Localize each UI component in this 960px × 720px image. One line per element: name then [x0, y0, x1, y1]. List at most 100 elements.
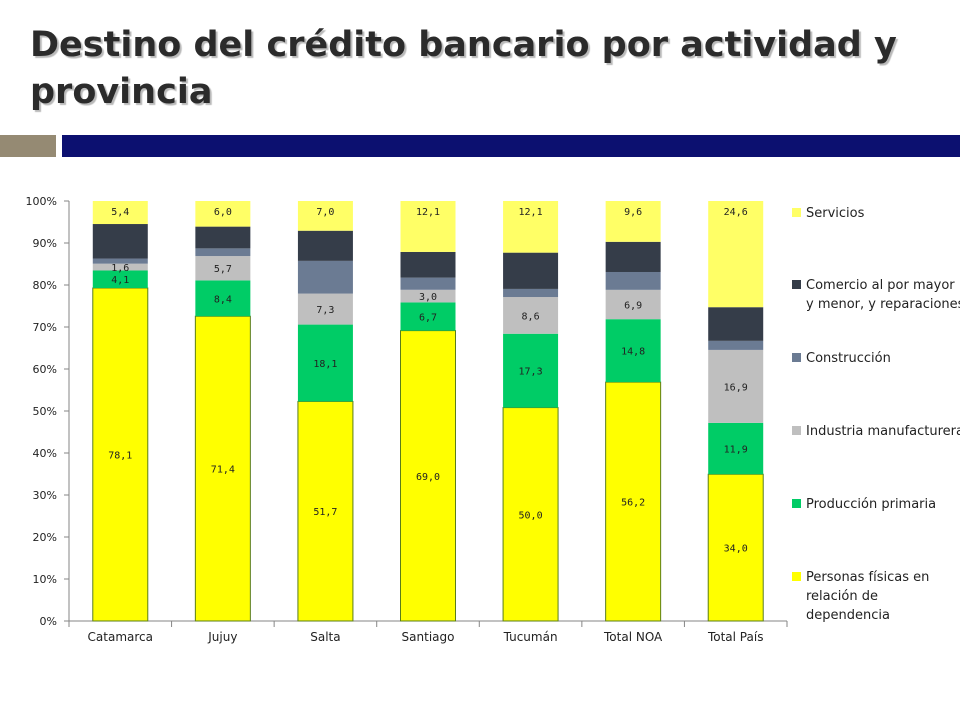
- data-label: 78,1: [108, 450, 132, 461]
- bar-segment: [503, 252, 559, 289]
- bar-segment: [400, 302, 456, 331]
- data-label: 6,7: [419, 313, 437, 324]
- bar-segment: [400, 251, 456, 278]
- data-label: 8,4: [214, 294, 232, 305]
- data-label: 69,0: [416, 472, 440, 483]
- x-tick-label: Total NOA: [603, 630, 663, 644]
- y-tick-label: 10%: [33, 573, 57, 586]
- bar-segment: [297, 324, 353, 402]
- bar-segment: [502, 407, 559, 622]
- data-label: 3,0: [419, 292, 437, 303]
- legend-swatch: [792, 426, 801, 435]
- bar-segment: [708, 201, 764, 308]
- data-label: 14,8: [621, 347, 645, 358]
- legend-label: Comercio al por mayor y menor, y reparac…: [806, 278, 960, 312]
- x-tick-label: Catamarca: [88, 630, 153, 644]
- bar-segment: [297, 293, 353, 325]
- y-tick-label: 30%: [33, 489, 57, 502]
- data-label: 5,4: [111, 207, 129, 218]
- bar-segment: [503, 297, 559, 334]
- bar-segment: [708, 422, 764, 475]
- x-tick-label: Santiago: [402, 630, 455, 644]
- bar-segment: [297, 230, 353, 261]
- data-label: 4,1: [111, 275, 129, 286]
- data-label: 7,0: [316, 207, 334, 218]
- data-label: 11,9: [724, 445, 748, 456]
- bar-segment: [92, 287, 149, 622]
- data-label: 51,7: [313, 507, 337, 518]
- legend-label: Producción primaria: [806, 497, 937, 512]
- legend-label: Servicios: [806, 206, 865, 221]
- legend-swatch: [792, 353, 801, 362]
- y-tick-label: 0%: [40, 615, 57, 628]
- legend-label: Personas físicas en relación de dependen…: [806, 570, 930, 623]
- bar-segment: [503, 288, 559, 298]
- y-tick-label: 70%: [33, 321, 57, 334]
- bar-segment: [195, 248, 251, 257]
- legend-swatch: [792, 280, 801, 289]
- bar-segment: [92, 270, 148, 288]
- bar-segment: [195, 201, 251, 227]
- bar-segment: [605, 319, 661, 383]
- title-accent-bar-right: [62, 135, 960, 157]
- data-label: 6,9: [624, 301, 642, 312]
- bar-segment: [605, 271, 661, 290]
- bar-segment: [708, 307, 764, 341]
- data-label: 1,6: [111, 263, 129, 274]
- bar-segment: [92, 258, 148, 264]
- data-label: 8,6: [522, 311, 540, 322]
- data-label: 71,4: [211, 465, 235, 476]
- legend-label: Construcción: [806, 351, 891, 366]
- bar-segment: [297, 260, 353, 294]
- y-tick-label: 20%: [33, 531, 57, 544]
- bar-segment: [297, 201, 353, 231]
- page-title: Destino del crédito bancario por activid…: [30, 25, 897, 112]
- bar-segment: [400, 277, 456, 290]
- bar-segment: [708, 349, 764, 423]
- bar-segment: [605, 289, 661, 320]
- bar-segment: [195, 280, 251, 317]
- data-label: 56,2: [621, 498, 645, 509]
- bar-segment: [503, 201, 559, 253]
- legend-label: Industria manufacturera: [806, 424, 960, 439]
- bar-segment: [708, 340, 764, 350]
- y-tick-label: 40%: [33, 447, 57, 460]
- legend-swatch: [792, 572, 801, 581]
- title-accent-bar-left: [0, 135, 56, 157]
- bar-segment: [92, 263, 148, 271]
- data-label: 18,1: [313, 359, 337, 370]
- data-label: 7,3: [316, 305, 334, 316]
- y-tick-label: 50%: [33, 405, 57, 418]
- bar-segment: [400, 201, 456, 252]
- bar-segment: [605, 241, 661, 272]
- data-label: 16,9: [724, 382, 748, 393]
- x-tick-label: Total País: [707, 630, 763, 644]
- y-tick-label: 60%: [33, 363, 57, 376]
- data-label: 12,1: [519, 207, 543, 218]
- bar-segment: [605, 381, 662, 622]
- data-label: 34,0: [724, 544, 748, 555]
- data-label: 9,6: [624, 207, 642, 218]
- bar-segment: [400, 289, 456, 303]
- bar-segment: [707, 473, 764, 622]
- bar-segment: [400, 330, 456, 622]
- bar-segment: [195, 226, 251, 249]
- bar-segment: [92, 201, 148, 225]
- bar-segment: [503, 333, 559, 408]
- y-tick-label: 80%: [33, 279, 57, 292]
- y-tick-label: 100%: [26, 195, 57, 208]
- data-label: 6,0: [214, 207, 232, 218]
- bar-segment: [605, 201, 661, 242]
- bar-segment: [195, 256, 251, 281]
- legend-swatch: [792, 499, 801, 508]
- data-label: 5,7: [214, 264, 232, 275]
- data-label: 12,1: [416, 207, 440, 218]
- x-tick-label: Tucumán: [503, 630, 558, 644]
- data-label: 17,3: [519, 367, 543, 378]
- x-tick-label: Salta: [310, 630, 340, 644]
- legend-swatch: [792, 208, 801, 217]
- bar-segment: [92, 224, 148, 259]
- y-tick-label: 90%: [33, 237, 57, 250]
- data-label: 50,0: [519, 510, 543, 521]
- data-label: 24,6: [724, 207, 748, 218]
